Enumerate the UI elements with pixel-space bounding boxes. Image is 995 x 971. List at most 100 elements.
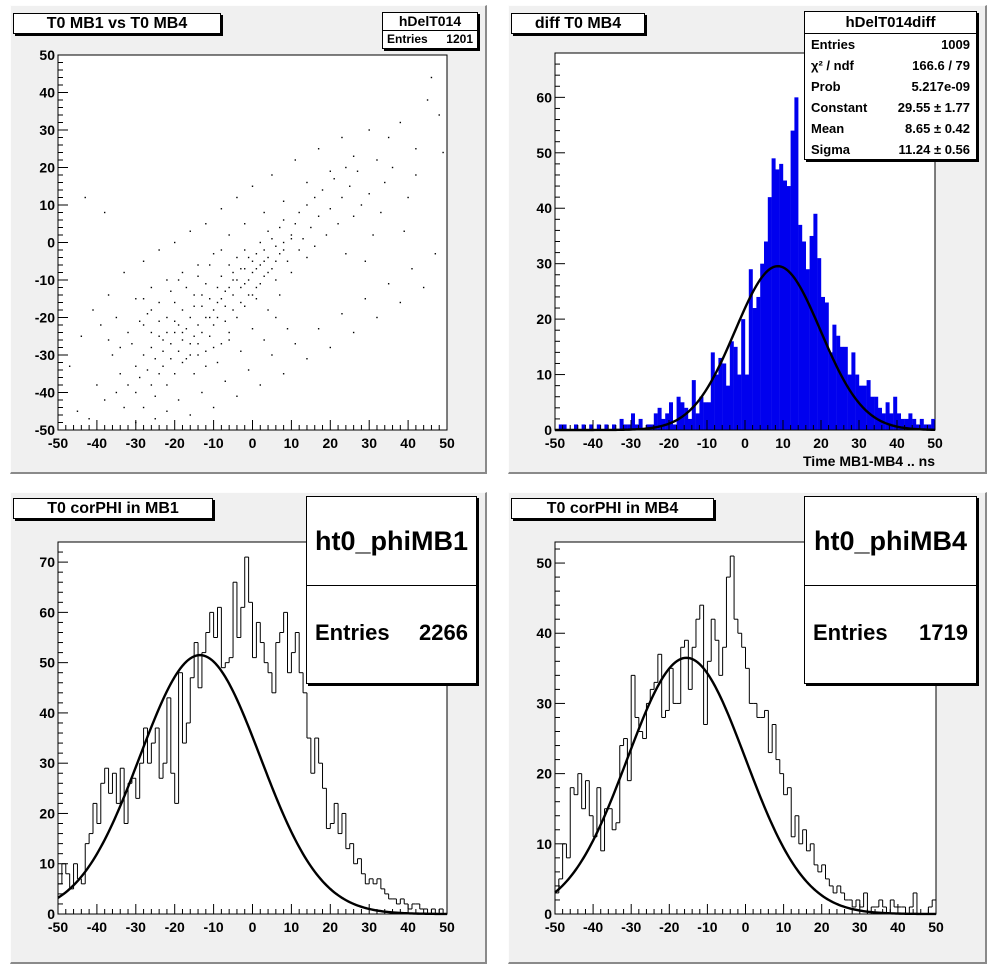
scatter-point bbox=[162, 365, 164, 367]
histogram-bar bbox=[927, 424, 932, 430]
scatter-point bbox=[244, 223, 246, 225]
y-tick-label: 70 bbox=[39, 554, 55, 570]
histogram-bar bbox=[574, 424, 578, 430]
y-tick-label: -50 bbox=[35, 422, 55, 438]
scatter-point bbox=[166, 384, 168, 386]
scatter-point bbox=[68, 365, 71, 367]
x-tick-label: -40 bbox=[583, 435, 603, 451]
diff-title: diff T0 MB4 bbox=[511, 13, 645, 34]
x-tick-label: -30 bbox=[126, 919, 146, 935]
histogram-bar bbox=[775, 169, 780, 431]
scatter-point bbox=[232, 271, 234, 274]
scatter-point bbox=[205, 283, 207, 285]
scatter-point bbox=[247, 256, 250, 259]
scatter-point bbox=[107, 339, 110, 341]
x-tick-label: 10 bbox=[284, 435, 300, 451]
scatter-point bbox=[189, 316, 191, 319]
scatter-point bbox=[341, 196, 343, 199]
histogram-bar bbox=[581, 424, 586, 430]
scatter-point bbox=[380, 211, 382, 214]
scatter-point bbox=[174, 241, 176, 244]
histogram-bar bbox=[904, 418, 909, 430]
scatter-point bbox=[294, 343, 296, 345]
scatter-point bbox=[201, 305, 203, 307]
histogram-bar bbox=[665, 413, 670, 430]
scatter-point bbox=[368, 129, 370, 131]
scatter-point bbox=[259, 283, 261, 285]
y-tick-label: 40 bbox=[39, 705, 55, 721]
x-tick-label: 30 bbox=[852, 919, 868, 935]
scatter-point bbox=[154, 418, 156, 420]
scatter-point bbox=[376, 159, 378, 161]
scatter-point bbox=[247, 369, 250, 371]
histogram-bar bbox=[703, 402, 708, 430]
x-tick-label: -20 bbox=[659, 919, 679, 935]
y-tick-label: 0 bbox=[47, 906, 55, 922]
histogram-bar bbox=[809, 235, 814, 430]
histogram-bar bbox=[745, 374, 749, 430]
scatter-point bbox=[193, 305, 195, 307]
histogram-bar bbox=[752, 308, 757, 430]
gaussian-fit-curve bbox=[554, 656, 937, 916]
mb4-stats-box: ht0_phiMB4 Entries 1719 bbox=[804, 496, 977, 684]
histogram-bar bbox=[878, 407, 882, 430]
scatter-point bbox=[352, 215, 355, 217]
scatter-point bbox=[205, 223, 207, 225]
scatter-point bbox=[170, 290, 172, 292]
histogram-bar bbox=[794, 97, 799, 431]
scatter-point bbox=[181, 361, 184, 364]
mb4-stats-name: ht0_phiMB4 bbox=[805, 497, 976, 586]
scatter-point bbox=[275, 316, 277, 319]
scatter-point bbox=[282, 200, 285, 202]
gaussian-fit-curve bbox=[57, 653, 448, 916]
scatter-point bbox=[407, 196, 409, 199]
scatter-point bbox=[181, 309, 184, 311]
x-tick-label: -50 bbox=[48, 919, 68, 935]
scatter-point bbox=[240, 301, 242, 304]
y-tick-label: 50 bbox=[536, 555, 552, 571]
histogram-bar bbox=[897, 413, 901, 430]
scatter-point bbox=[142, 298, 145, 300]
scatter-point bbox=[166, 279, 168, 281]
scatter-point bbox=[158, 320, 160, 322]
scatter-point bbox=[422, 286, 425, 289]
x-tick-label: 10 bbox=[776, 919, 792, 935]
x-tick-label: -30 bbox=[621, 919, 641, 935]
mb1-title: T0 corPHI in MB1 bbox=[13, 498, 213, 519]
histogram-bar bbox=[676, 396, 681, 430]
mb1-stats-box: ht0_phiMB1 Entries 2266 bbox=[306, 496, 477, 684]
y-tick-label: -40 bbox=[35, 385, 55, 401]
x-tick-label: 30 bbox=[361, 435, 377, 451]
scatter-point bbox=[76, 410, 79, 412]
stat-value: 2266 bbox=[419, 620, 468, 645]
scatter-point bbox=[96, 384, 98, 386]
histogram-bar bbox=[870, 396, 875, 430]
y-tick-label: 10 bbox=[536, 836, 552, 852]
histogram-bar bbox=[653, 413, 658, 430]
x-tick-label: 10 bbox=[284, 919, 300, 935]
scatter-point bbox=[251, 294, 254, 296]
scatter-point bbox=[271, 174, 273, 176]
x-tick-label: -30 bbox=[621, 435, 641, 451]
scatter-point bbox=[220, 249, 223, 251]
scatter-point bbox=[306, 358, 308, 360]
histogram-bar bbox=[779, 163, 784, 430]
stat-label: Sigma bbox=[811, 142, 851, 157]
y-tick-label: 30 bbox=[39, 755, 55, 771]
x-tick-label: 50 bbox=[928, 919, 944, 935]
y-tick-label: 10 bbox=[39, 197, 55, 213]
x-tick-label: -10 bbox=[203, 435, 223, 451]
scatter-point bbox=[158, 249, 160, 251]
histogram-bar bbox=[672, 424, 677, 430]
histogram-bar bbox=[718, 357, 723, 430]
scatter-point bbox=[391, 166, 394, 169]
scatter-point bbox=[271, 238, 273, 240]
histogram-bar bbox=[767, 197, 772, 430]
scatter-point bbox=[317, 328, 320, 330]
x-tick-label: 50 bbox=[439, 919, 455, 935]
x-tick-label: 10 bbox=[775, 435, 791, 451]
scatter-point bbox=[275, 279, 277, 281]
scatter-point bbox=[290, 238, 293, 240]
x-tick-label: -20 bbox=[659, 435, 679, 451]
